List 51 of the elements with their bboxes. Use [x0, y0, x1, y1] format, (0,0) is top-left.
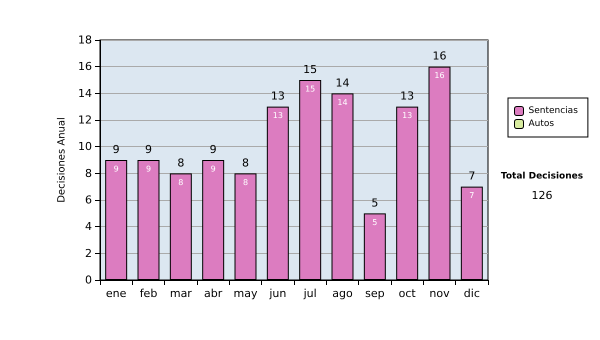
total-label: 16 [432, 50, 446, 63]
x-tick-label: oct [398, 287, 416, 300]
y-tick-label: 6 [85, 194, 92, 206]
total-label: 9 [145, 143, 152, 156]
total-label: 5 [371, 196, 378, 210]
data-label: 15 [305, 84, 316, 94]
total-label: 7 [468, 170, 476, 183]
total-label: 14 [336, 76, 350, 90]
x-tick-label: mar [170, 287, 192, 300]
total-label: 8 [177, 156, 184, 170]
y-tick-label: 10 [78, 140, 92, 154]
y-tick-label: 12 [78, 114, 92, 126]
total-label: 9 [210, 143, 217, 156]
y-tick-label: 2 [85, 246, 92, 260]
total-label: 13 [270, 90, 285, 103]
legend-label: Autos [528, 119, 554, 129]
y-tick-label: 0 [85, 274, 92, 286]
data-label: 9 [114, 164, 119, 174]
x-tick-label: nov [429, 287, 450, 300]
total-label: 13 [400, 90, 414, 103]
data-label: 8 [242, 178, 248, 187]
total-label: 9 [112, 143, 120, 156]
data-label: 13 [272, 111, 283, 120]
text: Total Decisiones [500, 172, 584, 182]
x-tick-label: feb [140, 287, 158, 300]
data-label: 5 [372, 218, 378, 227]
total-label: 15 [303, 63, 318, 76]
data-label: 7 [469, 191, 474, 200]
data-label: 9 [146, 164, 152, 174]
y-tick-label: 18 [78, 34, 92, 46]
y-tick-label: 16 [78, 60, 92, 74]
y-axis-title: Decisiones Anual [56, 117, 68, 203]
x-tick-label: ago [332, 287, 353, 300]
y-tick-label: 4 [85, 220, 92, 234]
x-tick-label: jul [302, 287, 317, 300]
data-label: 16 [434, 71, 445, 80]
x-tick-label: dic [464, 287, 480, 300]
x-tick-label: jun [268, 287, 286, 300]
text: 126 [532, 189, 552, 202]
x-tick-label: abr [204, 287, 223, 300]
y-tick-label: 14 [78, 86, 92, 100]
x-tick-label: may [234, 287, 258, 300]
x-tick-label: sep [365, 287, 385, 300]
data-label: 8 [178, 178, 184, 187]
data-label: 9 [210, 164, 216, 174]
x-tick-label: ene [106, 287, 127, 300]
data-label: 14 [337, 98, 348, 107]
y-tick-label: 8 [85, 166, 92, 180]
legend-label: Sentencias [528, 106, 578, 116]
total-label: 8 [242, 156, 249, 170]
data-label: 13 [402, 111, 412, 120]
